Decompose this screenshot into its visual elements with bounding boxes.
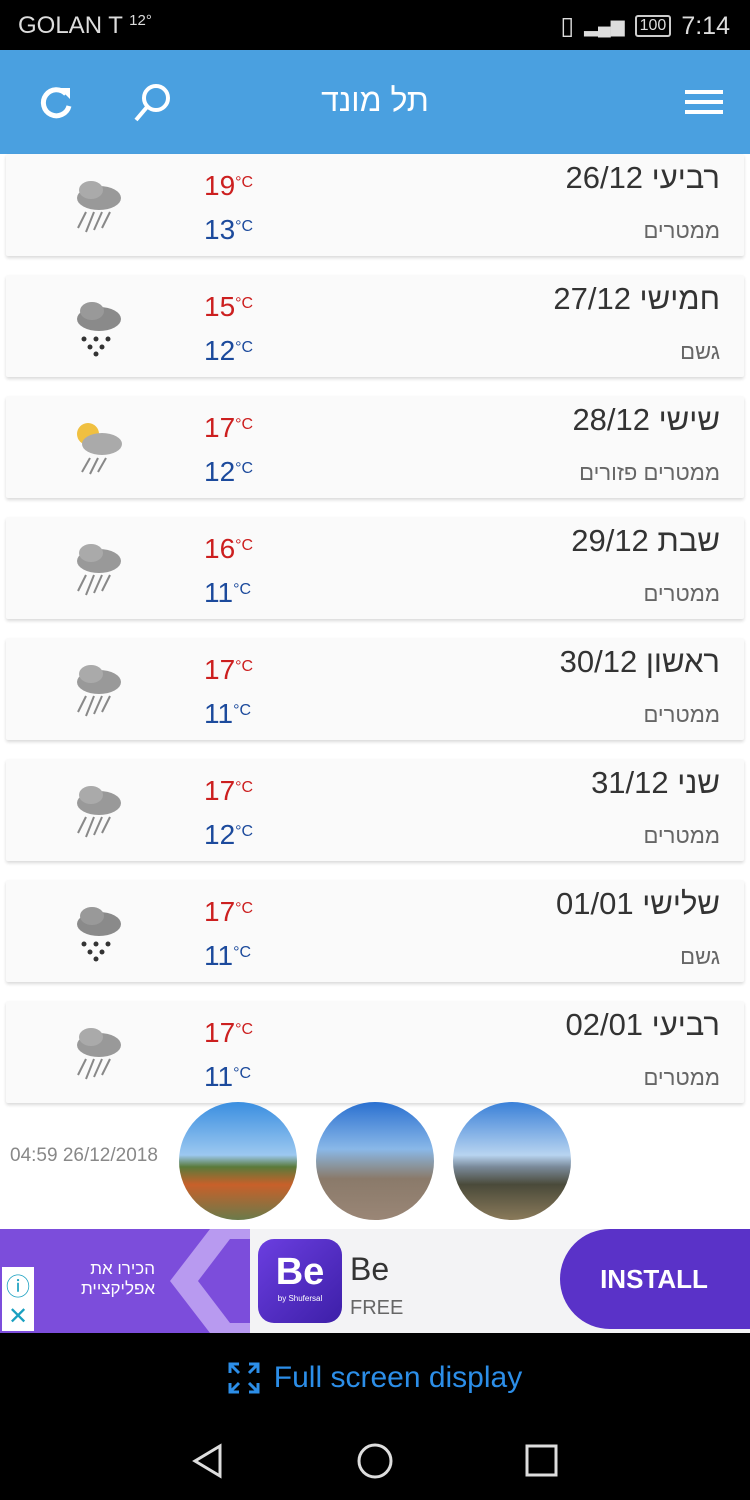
weather-description: ממטרים: [643, 823, 720, 848]
webcam-strip: 04:59 26/12/2018: [0, 1102, 750, 1222]
forecast-row[interactable]: 17°C 11°C רביעי 02/01 ממטרים: [6, 1001, 744, 1103]
app-price: FREE: [350, 1297, 404, 1319]
status-bar: GOLAN T 12° ▯ ▂▄▆ 100 7:14: [0, 0, 750, 50]
forecast-row[interactable]: 17°C 12°C שישי 28/12 ממטרים פזורים: [6, 396, 744, 498]
signal-icon: ▂▄▆: [584, 15, 625, 36]
forecast-row[interactable]: 16°C 11°C שבת 29/12 ממטרים: [6, 517, 744, 619]
updated-timestamp: 04:59 26/12/2018: [10, 1145, 158, 1166]
forecast-row[interactable]: 17°C 11°C שלישי 01/01 גשם: [6, 880, 744, 982]
day-date: חמישי 27/12: [553, 281, 720, 316]
close-icon[interactable]: ✕: [7, 1303, 29, 1330]
day-date: ראשון 30/12: [559, 644, 720, 679]
forecast-row[interactable]: 17°C 11°C ראשון 30/12 ממטרים: [6, 638, 744, 740]
weather-description: גשם: [680, 339, 720, 364]
android-nav-bar: [0, 1423, 750, 1500]
webcam-thumbnail[interactable]: [453, 1102, 571, 1220]
high-temp: 17°C: [204, 654, 254, 685]
search-icon[interactable]: [130, 80, 174, 124]
high-temp: 17°C: [204, 896, 254, 927]
high-temp: 19°C: [204, 170, 254, 201]
ad-banner[interactable]: הכירו את אפליקציית ⓘ ✕ Be by Shufersal Be …: [0, 1229, 750, 1333]
day-date: שבת 29/12: [571, 523, 720, 558]
showers-icon: [77, 1028, 121, 1080]
low-temp: 11°C: [204, 577, 252, 608]
low-temp: 11°C: [204, 698, 252, 729]
app-logo: Be by Shufersal: [258, 1239, 342, 1323]
high-temp: 17°C: [204, 412, 254, 443]
high-temp: 17°C: [204, 1017, 254, 1048]
app-bar: תל מונד: [0, 50, 750, 154]
forecast-row[interactable]: 15°C 12°C חמישי 27/12 גשם: [6, 275, 744, 377]
weather-description: ממטרים פזורים: [579, 460, 720, 485]
webcam-thumbnail[interactable]: [316, 1102, 434, 1220]
day-date: שלישי 01/01: [556, 886, 720, 921]
forecast-row[interactable]: 17°C 12°C שני 31/12 ממטרים: [6, 759, 744, 861]
low-temp: 11°C: [204, 940, 252, 971]
low-temp: 11°C: [204, 1061, 252, 1092]
day-date: רביעי 02/01: [565, 1007, 720, 1042]
rain-icon: [77, 907, 121, 962]
low-temp: 13°C: [204, 214, 254, 245]
menu-icon[interactable]: [682, 80, 726, 124]
showers-icon: [77, 665, 121, 717]
ad-promo[interactable]: הכירו את אפליקציית: [0, 1229, 250, 1333]
high-temp: 15°C: [204, 291, 254, 322]
high-temp: 17°C: [204, 775, 254, 806]
carrier: GOLAN T 12°: [18, 12, 152, 39]
weather-description: גשם: [680, 944, 720, 969]
app-name: Be: [350, 1251, 390, 1287]
back-icon[interactable]: [190, 1443, 226, 1479]
low-temp: 12°C: [204, 819, 254, 850]
battery-icon: 100: [634, 15, 672, 37]
page-title: תל מונד: [321, 82, 429, 118]
low-temp: 12°C: [204, 456, 254, 487]
showers-icon: [77, 181, 121, 233]
refresh-icon[interactable]: [34, 80, 78, 124]
scattered-showers-icon: [77, 423, 122, 475]
expand-icon: [228, 1362, 260, 1394]
low-temp: 12°C: [204, 335, 254, 366]
showers-icon: [77, 544, 121, 596]
fullscreen-button[interactable]: Full screen display: [0, 1333, 750, 1423]
weather-description: ממטרים: [643, 218, 720, 243]
day-date: רביעי 26/12: [565, 160, 720, 195]
day-date: שישי 28/12: [572, 402, 720, 437]
weather-description: ממטרים: [643, 581, 720, 606]
showers-icon: [77, 786, 121, 838]
chevron-left-icon: [170, 1229, 250, 1333]
clock: 7:14: [681, 11, 730, 40]
vibrate-icon: ▯: [560, 12, 575, 40]
forecast-row[interactable]: 19°C 13°C רביעי 26/12 ממטרים: [6, 154, 744, 256]
home-icon[interactable]: [356, 1442, 394, 1480]
weather-description: ממטרים: [643, 1065, 720, 1090]
weather-description: ממטרים: [643, 702, 720, 727]
webcam-thumbnail[interactable]: [179, 1102, 297, 1220]
rain-icon: [77, 302, 121, 357]
ad-controls[interactable]: ⓘ ✕: [2, 1267, 34, 1331]
day-date: שני 31/12: [591, 765, 720, 800]
install-button[interactable]: INSTALL: [560, 1229, 750, 1329]
recents-icon[interactable]: [524, 1443, 560, 1479]
high-temp: 16°C: [204, 533, 254, 564]
info-icon[interactable]: ⓘ: [6, 1274, 30, 1301]
